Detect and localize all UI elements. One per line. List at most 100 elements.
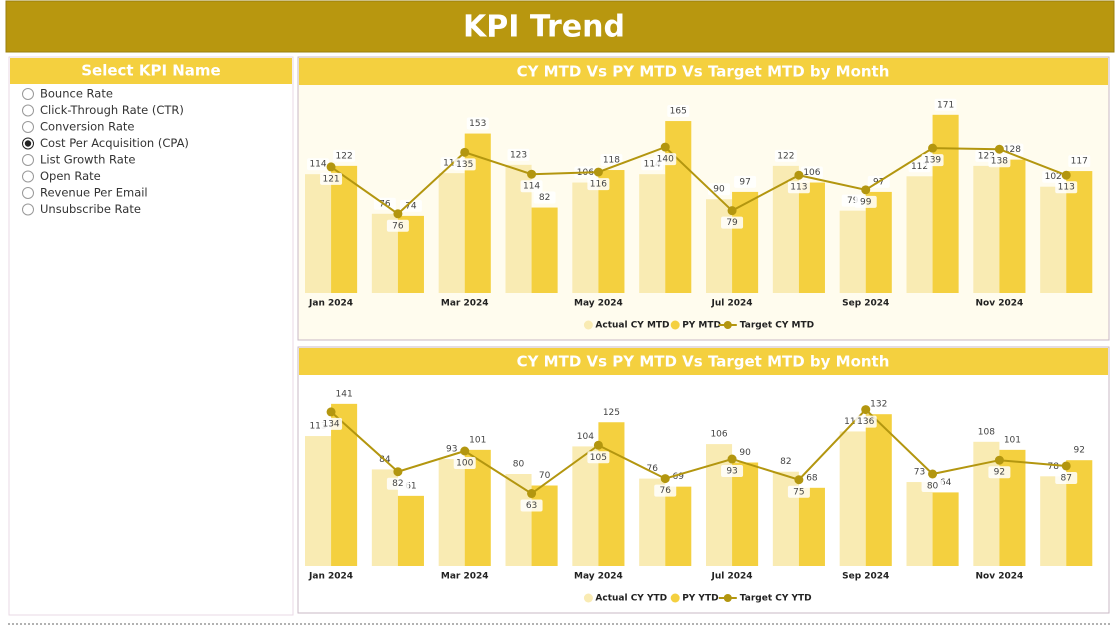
label-bg <box>800 471 823 484</box>
slicer-option[interactable]: Bounce Rate <box>40 87 113 101</box>
target-line <box>330 145 1067 216</box>
data-label: 165 <box>670 107 687 117</box>
chart-title: CY MTD Vs PY MTD Vs Target MTD by Month <box>517 353 890 371</box>
label-bg <box>641 462 664 475</box>
data-label: 104 <box>577 432 594 442</box>
label-bg <box>921 480 944 492</box>
data-label: 113 <box>309 422 326 432</box>
target-point <box>393 209 403 219</box>
label-bg <box>574 430 597 443</box>
label-bg <box>333 149 356 162</box>
x-tick-label: Mar 2024 <box>441 572 489 582</box>
charts: CY MTD Vs PY MTD Vs Target MTD by Month 1… <box>297 56 1110 614</box>
target-point <box>393 467 403 477</box>
data-label: 92 <box>1074 446 1085 456</box>
x-tick-label: Nov 2024 <box>976 299 1024 309</box>
data-label: 114 <box>644 160 661 170</box>
radio-button[interactable] <box>22 121 34 133</box>
data-label: 76 <box>392 221 404 231</box>
data-label: 90 <box>713 185 725 195</box>
target-point <box>593 440 603 450</box>
data-label: 123 <box>510 150 527 160</box>
radio-button[interactable] <box>22 154 34 166</box>
data-label: 135 <box>456 160 473 170</box>
label-bg <box>386 477 409 490</box>
data-label: 75 <box>793 487 804 497</box>
label-bg <box>867 398 890 411</box>
label-bg <box>453 457 476 469</box>
bar <box>531 207 558 293</box>
slicer-option[interactable]: Revenue Per Email <box>40 186 148 200</box>
radio-button[interactable] <box>22 170 34 183</box>
label-bg <box>533 469 556 482</box>
slicer-option[interactable]: Open Rate <box>40 169 101 183</box>
data-label: 70 <box>539 471 551 481</box>
radio-button[interactable] <box>22 187 34 199</box>
target-point <box>861 405 871 415</box>
data-label: 80 <box>513 460 525 470</box>
bar <box>665 121 692 293</box>
legend-marker <box>583 320 593 330</box>
slicer-option[interactable]: Conversion Rate <box>40 120 135 134</box>
label-bg <box>386 219 409 232</box>
radio-button[interactable] <box>22 88 34 100</box>
data-label: 153 <box>469 119 486 129</box>
x-tick-label: Jul 2024 <box>711 299 753 309</box>
label-bg <box>520 499 543 512</box>
legend-marker <box>670 320 680 330</box>
slicer-option[interactable]: Cost Per Acquisition (CPA) <box>40 136 189 150</box>
label-bg <box>654 484 677 497</box>
data-label: 101 <box>1004 435 1021 445</box>
label-bg <box>1068 444 1091 457</box>
label-bg <box>399 199 422 212</box>
data-label: 73 <box>914 468 925 478</box>
target-point <box>727 206 737 216</box>
bar <box>865 414 892 566</box>
target-point <box>326 407 336 417</box>
data-label: 79 <box>847 196 859 206</box>
target-point <box>660 474 670 484</box>
label-bg <box>507 148 530 161</box>
data-label: 61 <box>405 481 416 491</box>
data-label: 100 <box>456 459 473 469</box>
data-label: 122 <box>336 151 353 161</box>
bar <box>665 486 692 566</box>
bar <box>839 210 866 293</box>
target-point <box>928 143 938 153</box>
radio-button[interactable] <box>22 203 34 216</box>
data-label: 99 <box>860 197 872 207</box>
label-bg <box>734 446 757 459</box>
bar <box>331 165 358 293</box>
bar <box>865 191 892 293</box>
data-label: 68 <box>806 473 818 483</box>
bar <box>572 446 599 566</box>
chart-header <box>299 348 1108 375</box>
data-label: 122 <box>777 151 794 161</box>
slicer-option[interactable]: List Growth Rate <box>40 153 135 167</box>
bar <box>932 492 959 566</box>
target-point <box>1061 170 1071 180</box>
data-label: 76 <box>646 464 658 474</box>
slicer-option[interactable]: Unsubscribe Rate <box>40 202 141 216</box>
label-bg <box>654 153 677 166</box>
x-tick-label: Sep 2024 <box>842 299 889 309</box>
label-bg <box>667 105 690 118</box>
target-point <box>794 170 804 180</box>
slicer-option[interactable]: Click-Through Rate (CTR) <box>40 103 184 117</box>
radio-button[interactable] <box>22 104 34 117</box>
bar <box>732 191 759 293</box>
label-bg <box>533 191 556 204</box>
data-label: 128 <box>1004 145 1021 155</box>
bar <box>397 495 424 566</box>
target-point <box>593 167 603 177</box>
data-label: 80 <box>927 482 939 492</box>
label-bg <box>600 154 623 167</box>
label-bg <box>1055 471 1078 484</box>
x-tick-label: May 2024 <box>574 299 623 309</box>
data-label: 112 <box>911 162 928 172</box>
bar <box>906 482 933 566</box>
data-label: 113 <box>1058 183 1075 193</box>
data-label: 116 <box>590 180 607 190</box>
label-bg <box>307 158 330 171</box>
